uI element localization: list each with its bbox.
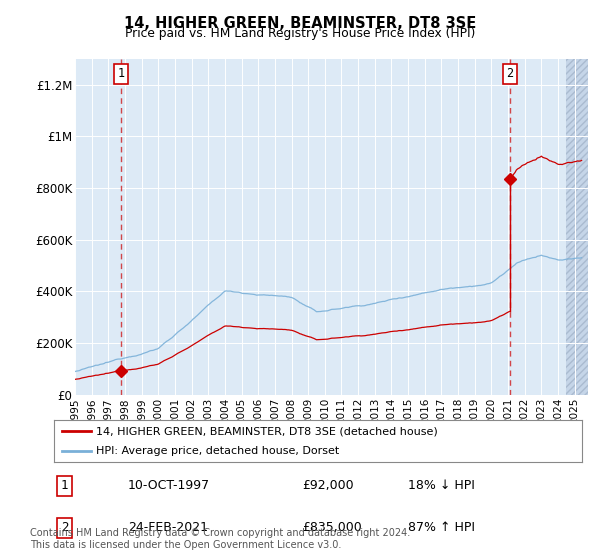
Text: HPI: Average price, detached house, Dorset: HPI: Average price, detached house, Dors… (96, 446, 340, 456)
Text: 2: 2 (506, 67, 514, 80)
Text: 1: 1 (118, 67, 125, 80)
Text: 2: 2 (61, 521, 68, 534)
Text: 10-OCT-1997: 10-OCT-1997 (128, 479, 210, 492)
Bar (566, 59, 588, 395)
Text: Contains HM Land Registry data © Crown copyright and database right 2024.
This d: Contains HM Land Registry data © Crown c… (30, 528, 410, 550)
Text: 14, HIGHER GREEN, BEAMINSTER, DT8 3SE (detached house): 14, HIGHER GREEN, BEAMINSTER, DT8 3SE (d… (96, 426, 438, 436)
Text: 87% ↑ HPI: 87% ↑ HPI (408, 521, 475, 534)
Text: 1: 1 (61, 479, 68, 492)
Text: 24-FEB-2021: 24-FEB-2021 (128, 521, 208, 534)
Text: Price paid vs. HM Land Registry's House Price Index (HPI): Price paid vs. HM Land Registry's House … (125, 27, 475, 40)
Text: 18% ↓ HPI: 18% ↓ HPI (408, 479, 475, 492)
Text: £835,000: £835,000 (302, 521, 362, 534)
Text: 14, HIGHER GREEN, BEAMINSTER, DT8 3SE: 14, HIGHER GREEN, BEAMINSTER, DT8 3SE (124, 16, 476, 31)
Text: £92,000: £92,000 (302, 479, 354, 492)
